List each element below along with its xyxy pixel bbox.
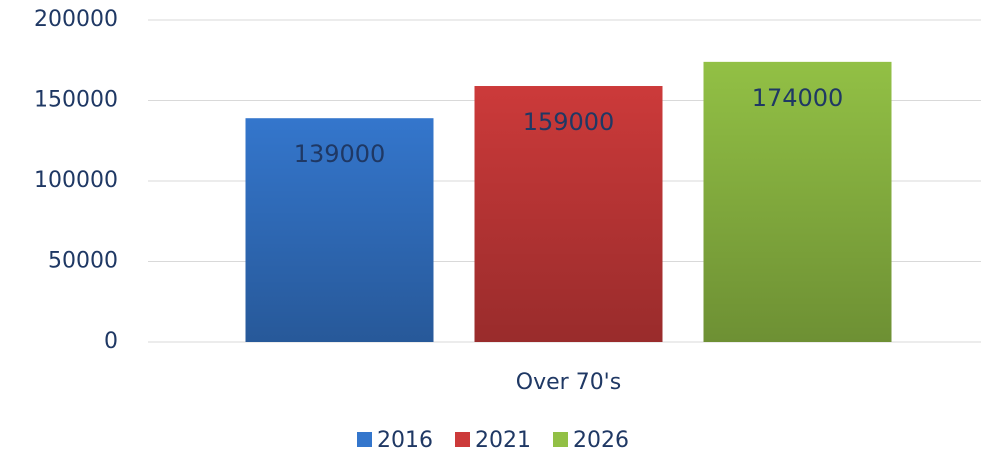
bar-shade — [245, 118, 434, 343]
y-tick-label: 150000 — [34, 88, 118, 113]
y-tick-label: 50000 — [48, 249, 118, 274]
y-tick-label: 200000 — [34, 7, 118, 32]
x-tick-label: Over 70's — [516, 370, 621, 395]
legend-label: 2016 — [377, 428, 433, 453]
legend-label: 2021 — [475, 428, 531, 453]
data-label: 159000 — [523, 108, 615, 136]
legend-swatch — [455, 432, 470, 447]
bar-shade — [703, 61, 892, 343]
legend-swatch — [553, 432, 568, 447]
y-tick-label: 0 — [104, 329, 118, 354]
data-label: 174000 — [752, 84, 844, 112]
data-label: 139000 — [294, 140, 386, 168]
legend-swatch — [357, 432, 372, 447]
bar-shade — [474, 86, 663, 342]
legend-label: 2026 — [573, 428, 629, 453]
y-tick-label: 100000 — [34, 168, 118, 193]
